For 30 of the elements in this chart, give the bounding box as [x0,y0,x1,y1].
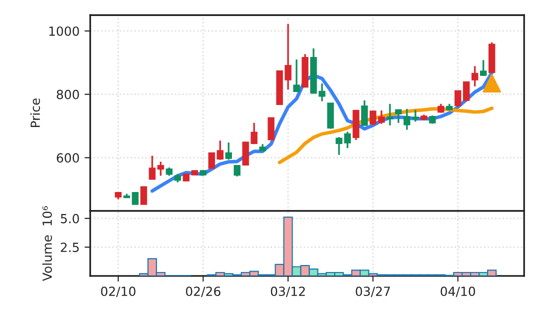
x-tick-label: 03/12 [270,286,305,298]
candlestick [386,103,394,126]
y-tick-label: 800 [56,90,79,100]
candlestick [463,81,470,102]
candlestick [480,59,487,77]
y-axis-title: Price [30,98,40,128]
candlestick [395,108,402,124]
candlestick [140,186,148,205]
x-tick-label: 02/10 [101,286,136,298]
y-tick-label: 1000 [49,26,79,36]
y-tick-label: 5.0 [60,214,79,224]
x-tick-label: 02/26 [186,286,220,298]
candlestick [157,160,164,177]
candlestick [148,154,156,180]
candlestick [472,65,478,88]
candlestick [132,192,139,205]
candlestick [208,152,215,169]
candlestick [216,140,224,161]
line-series [278,106,494,164]
y-axis-title: Volume 10⁶ [42,206,52,282]
candlestick [268,117,274,140]
x-tick-label: 04/10 [440,286,476,298]
y-tick-label: 2.5 [60,242,79,252]
candlestick [234,164,240,178]
x-tick-label: 03/27 [356,286,390,298]
candlestick [454,90,462,108]
y-tick-label: 600 [56,153,79,163]
candlestick [361,100,368,126]
candlestick [225,142,232,160]
candlestick [293,58,300,93]
